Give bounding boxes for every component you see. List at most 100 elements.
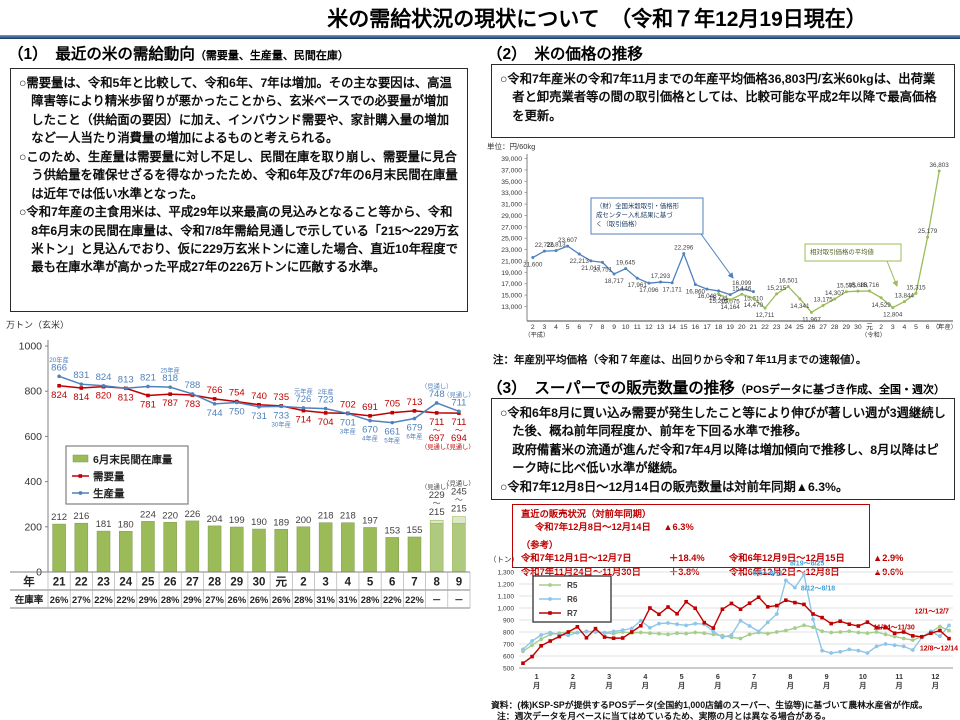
svg-text:12,711: 12,711	[756, 312, 775, 319]
svg-text:16,099: 16,099	[732, 280, 752, 287]
svg-text:26%: 26%	[250, 595, 269, 605]
svg-text:31%: 31%	[339, 595, 358, 605]
svg-text:22,213: 22,213	[570, 258, 590, 265]
svg-text:13: 13	[657, 324, 665, 331]
svg-text:180: 180	[118, 519, 134, 530]
svg-text:704: 704	[318, 417, 334, 428]
svg-text:月: 月	[931, 681, 939, 690]
page-title: 米の需給状況の現状について （令和７年12月19日現在）	[327, 8, 867, 31]
svg-text:元: 元	[866, 323, 873, 331]
svg-text:生産量: 生産量	[93, 487, 125, 500]
svg-text:22,726: 22,726	[535, 242, 555, 249]
svg-text:30: 30	[253, 577, 266, 589]
svg-text:229: 229	[429, 490, 445, 501]
svg-text:28: 28	[831, 324, 839, 331]
svg-text:（見通し）: （見通し）	[421, 442, 452, 451]
svg-text:30: 30	[854, 324, 862, 331]
svg-text:24: 24	[119, 577, 132, 589]
ref-cell: 令和7年12月1日～12月7日	[521, 553, 632, 564]
svg-text:748: 748	[429, 389, 445, 400]
svg-text:694: 694	[451, 433, 467, 444]
svg-text:24: 24	[784, 324, 792, 331]
svg-text:10: 10	[859, 672, 867, 681]
svg-text:8/5～8/11: 8/5～8/11	[753, 570, 783, 577]
svg-text:866: 866	[51, 362, 67, 373]
svg-text:733: 733	[273, 410, 289, 421]
svg-text:711: 711	[429, 417, 444, 428]
svg-text:年: 年	[23, 575, 35, 589]
svg-text:12/1～12/7: 12/1～12/7	[915, 609, 949, 616]
section2-bullet: ○令和7年産米の令和7年11月までの年産平均価格36,803円/玄米60kgは、…	[500, 72, 937, 123]
section1-bullet: ○需要量は、令和5年と比較して、令和6年、7年は増加。その主な要因は、高温障害等…	[19, 76, 452, 146]
svg-text:824: 824	[96, 372, 112, 383]
svg-text:17,293: 17,293	[651, 273, 671, 280]
svg-text:15,595: 15,595	[837, 283, 857, 290]
svg-text:22%: 22%	[405, 595, 424, 605]
svg-text:（財）全国米穀取引・価格形: （財）全国米穀取引・価格形	[596, 201, 680, 210]
svg-text:－: －	[454, 595, 463, 605]
svg-text:4: 4	[345, 577, 352, 589]
price-chart-note: 注：年産別平均価格（令和７年産は、出回りから令和７年11月までの速報値）。	[493, 354, 867, 366]
svg-text:35,000: 35,000	[501, 179, 522, 186]
svg-text:7: 7	[752, 672, 756, 681]
svg-text:22: 22	[75, 577, 88, 589]
svg-text:15,215: 15,215	[767, 285, 787, 292]
svg-text:25,179: 25,179	[918, 228, 938, 235]
svg-text:R7: R7	[567, 609, 578, 618]
svg-text:9: 9	[612, 324, 616, 331]
svg-text:723: 723	[318, 395, 334, 406]
svg-text:14,307: 14,307	[825, 290, 845, 297]
svg-text:22%: 22%	[383, 595, 402, 605]
svg-text:6月末民間在庫量: 6月末民間在庫量	[93, 453, 173, 466]
svg-text:33,000: 33,000	[501, 190, 522, 197]
svg-text:23,000: 23,000	[501, 247, 522, 254]
svg-text:15,688: 15,688	[848, 282, 868, 289]
svg-text:783: 783	[184, 399, 200, 410]
svg-text:月: 月	[641, 681, 649, 690]
svg-text:25,000: 25,000	[501, 236, 522, 243]
svg-text:月: 月	[750, 681, 758, 690]
svg-text:6年産: 6年産	[406, 432, 422, 441]
svg-text:月: 月	[858, 681, 866, 690]
svg-text:28%: 28%	[161, 595, 180, 605]
recent-sales-current: 令和7年12月8日～12月14日 ▲6.3%	[521, 521, 861, 534]
svg-text:27%: 27%	[205, 595, 224, 605]
svg-text:29%: 29%	[139, 595, 158, 605]
svg-text:15,731: 15,731	[709, 295, 729, 302]
svg-text:5: 5	[566, 324, 570, 331]
svg-text:27: 27	[819, 324, 827, 331]
svg-text:31%: 31%	[316, 595, 335, 605]
svg-text:26%: 26%	[50, 595, 69, 605]
svg-text:821: 821	[140, 372, 156, 383]
svg-text:39,000: 39,000	[501, 156, 522, 163]
svg-text:21,017: 21,017	[581, 265, 601, 272]
svg-text:197: 197	[362, 515, 378, 526]
weekly-chart-note: 注：週次データを月ベースに当てはめているため、実際の月とは異なる場合がある。	[497, 711, 831, 720]
svg-text:740: 740	[251, 391, 267, 402]
svg-text:691: 691	[362, 402, 378, 413]
svg-text:744: 744	[207, 408, 223, 419]
section1-bullet: ○このため、生産量は需要量に対し不足し、民間在庫を取り崩し、需要量に見合う供給量…	[19, 149, 458, 201]
svg-text:19,000: 19,000	[501, 270, 522, 277]
svg-text:25年産: 25年産	[160, 366, 180, 375]
svg-text:R6: R6	[567, 595, 578, 604]
svg-text:9: 9	[456, 577, 462, 589]
svg-text:く（取引価格）: く（取引価格）	[596, 219, 641, 228]
svg-text:7: 7	[937, 324, 941, 331]
svg-text:3: 3	[607, 672, 611, 681]
svg-text:215: 215	[429, 507, 445, 518]
title-underline	[0, 35, 960, 39]
svg-text:245: 245	[451, 487, 467, 498]
svg-text:26%: 26%	[272, 595, 291, 605]
svg-text:25: 25	[142, 577, 155, 589]
svg-text:12/8～12/14: 12/8～12/14	[920, 646, 958, 653]
svg-text:26: 26	[808, 324, 816, 331]
svg-text:750: 750	[229, 407, 245, 418]
svg-text:14: 14	[668, 324, 676, 331]
svg-text:11,967: 11,967	[802, 316, 821, 323]
svg-text:600: 600	[24, 431, 42, 443]
svg-text:29,000: 29,000	[501, 213, 522, 220]
svg-text:8/19～8/25: 8/19～8/25	[790, 560, 824, 567]
svg-text:155: 155	[407, 525, 423, 536]
svg-text:17,961: 17,961	[628, 282, 648, 289]
